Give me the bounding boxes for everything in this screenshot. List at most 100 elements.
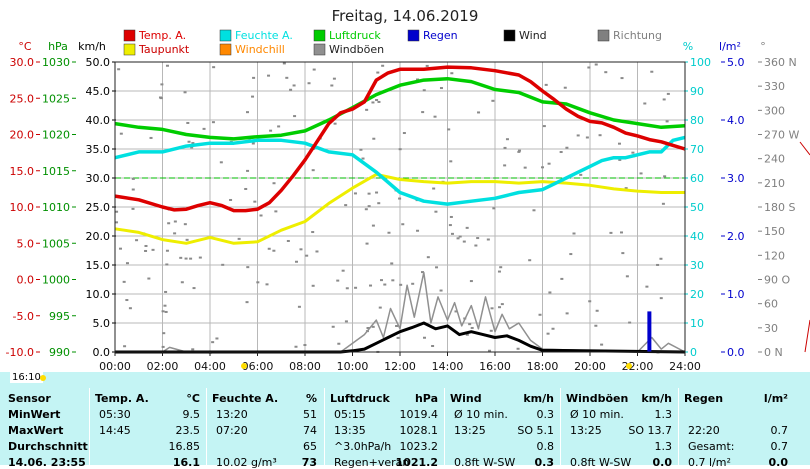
x-tick-label: 02:00 [147,360,179,372]
series-line [114,135,686,206]
humidity-tick-label: 90 [690,85,704,98]
direction-dot [662,98,666,101]
direction-dot [411,282,415,285]
direction-dot [183,223,187,226]
direction-dot [293,115,297,118]
direction-dot [381,64,385,67]
x-tick-label: 06:00 [242,360,274,372]
direction-dot [449,215,453,218]
legend-label: Taupunkt [138,43,190,56]
table-row-label: 14.06. 23:55 [8,456,86,469]
direction-dot [253,200,257,203]
x-tick-label: 24:00 [669,360,701,372]
legend-label: Luftdruck [329,29,381,42]
direction-tick-label: 240 [764,153,785,166]
direction-tick-label: 150 [764,225,785,238]
direction-dot [191,142,195,145]
direction-dot [365,242,369,245]
table-cell-value: 74 [303,424,317,437]
direction-dot [450,72,454,75]
axis-unit-direction: ° [760,40,766,53]
series [114,65,686,354]
axis-unit-rain: l/m² [719,40,741,53]
pressure-tick-label: 1015 [42,165,70,178]
direction-dot [528,259,532,262]
direction-dot [588,300,592,303]
direction-dot [163,304,167,307]
table-cell-value: 0.3 [534,456,555,469]
direction-dot [305,254,309,257]
direction-dot [425,64,429,67]
direction-dot [518,149,522,152]
direction-dot [454,310,458,313]
direction-dot [661,202,665,205]
direction-dot [399,283,403,286]
direction-dot [144,244,148,247]
direction-dot [585,136,589,139]
direction-dot [617,142,621,145]
direction-dot [125,262,129,265]
direction-dot [330,84,334,87]
table-cell-value: SO 5.1 [517,424,554,437]
direction-dot [118,247,122,250]
direction-dot [131,177,135,180]
direction-dot [542,125,546,128]
direction-dot [331,325,335,328]
temp-tick-label: -5.0 [13,310,34,323]
rain-tick-label: 3.0 [727,172,745,185]
legend-swatch [313,29,326,42]
data-scatter [115,62,673,354]
direction-dot [625,275,629,278]
direction-dot [546,332,550,335]
direction-dot [252,76,256,79]
direction-dot [119,132,123,135]
statistics-table: Sensor Temp. A. °C Feuchte A.% Luftdruck hPa W… [0,372,810,469]
direction-dot [285,76,289,79]
direction-dot [505,138,509,141]
table-row-label: MinWert [8,408,61,421]
rain-tick-label: 2.0 [727,230,745,243]
direction-dot [465,333,469,336]
table-cell-value: 1028.1 [399,424,439,437]
direction-dot [486,238,490,241]
direction-dot [448,224,452,227]
direction-dot [401,223,405,226]
wind-direction-indicator [799,141,810,156]
direction-tick-label: 300 [764,104,785,117]
legend-label: Feuchte A. [235,29,293,42]
direction-dot [125,299,129,302]
table-cell-note: 05:15 [334,408,366,421]
direction-dot [390,262,394,265]
direction-dot [292,84,296,87]
direction-dot [470,326,474,329]
direction-dot [523,166,527,169]
direction-dot [490,307,494,310]
direction-dot [345,287,349,290]
direction-dot [294,345,298,348]
direction-dot [366,327,370,330]
table-divider [324,388,325,465]
direction-dot [186,121,190,124]
table-divider [678,388,679,465]
direction-dot [161,310,165,313]
table-header-unit: l/m² [763,392,788,405]
direction-dot [190,146,194,149]
grid [115,62,685,352]
series-line [115,321,686,354]
direction-dot [165,263,169,266]
direction-dot [269,129,273,132]
direction-dot [398,148,402,151]
chart-title: Freitag, 14.06.2019 [332,7,479,25]
direction-tick-label: 60 [764,298,778,311]
direction-dot [656,263,660,266]
table-cell-value: 9.5 [182,408,201,421]
direction-dot [416,229,420,232]
table-row-label: Durchschnitt [8,440,88,453]
direction-dot [289,88,293,91]
table-cell-note: 13:25 [570,424,602,437]
sunset-marker [626,363,632,369]
direction-dot [202,127,206,130]
direction-dot [498,306,502,309]
table-header: Sensor [8,392,51,405]
legend: Temp. A. Feuchte A. Luftdruck Regen Wind Rich… [123,29,662,56]
